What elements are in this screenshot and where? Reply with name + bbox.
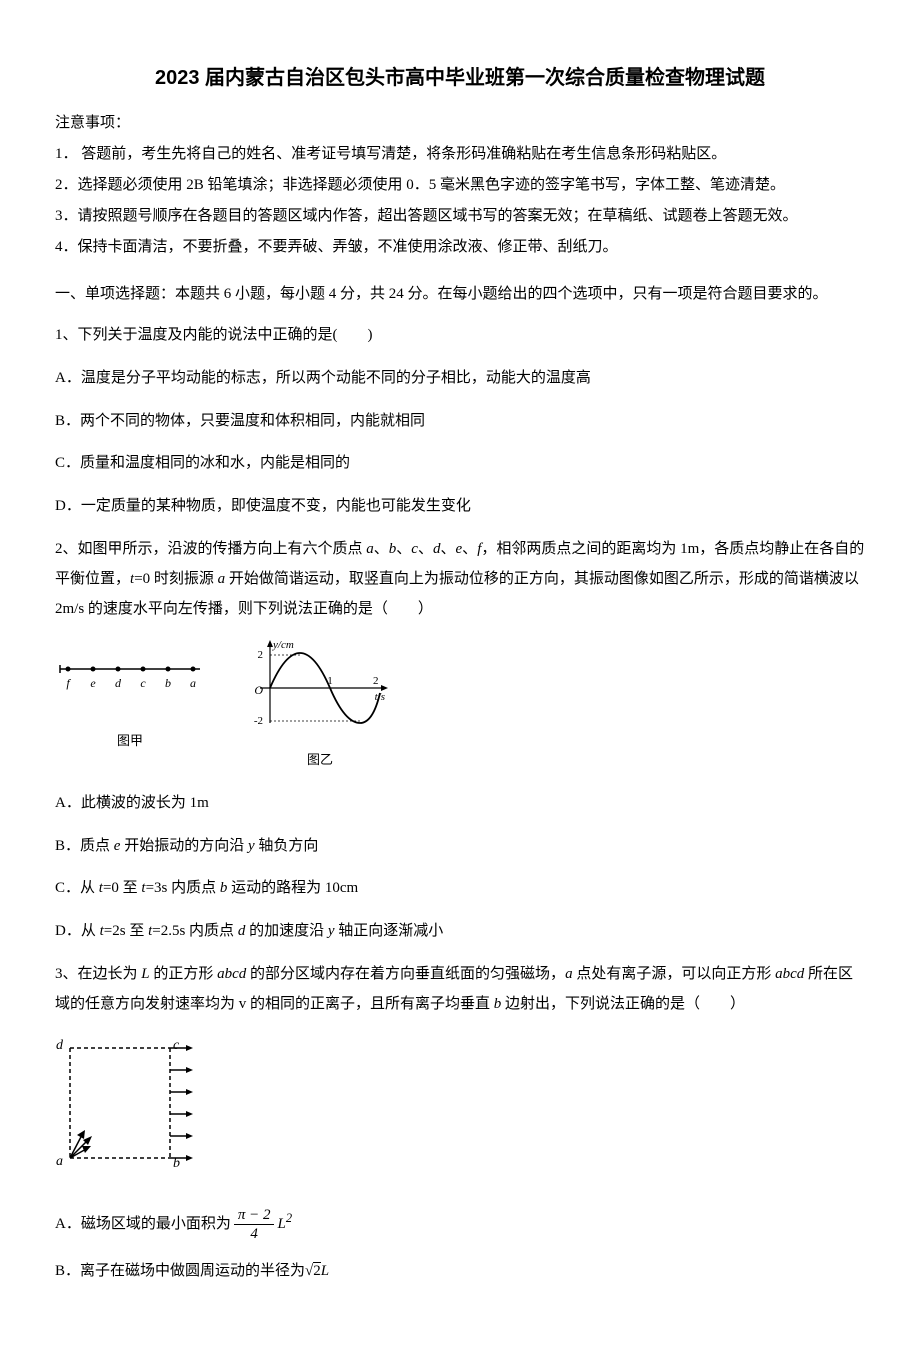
q1-B: B．两个不同的物体，只要温度和体积相同，内能就相同 — [55, 407, 865, 436]
fig-yi-label: 图乙 — [245, 748, 395, 771]
svg-text:e: e — [90, 676, 96, 690]
q2-c: c — [411, 541, 418, 557]
q2-t4: 、 — [418, 541, 433, 557]
q2-a: a — [366, 541, 374, 557]
q2-figures: f e d c b a 图甲 2 -2 1 2 — [55, 638, 865, 771]
svg-text:c: c — [140, 676, 146, 690]
q1-text: 1、下列关于温度及内能的说法中正确的是( ) — [55, 320, 865, 350]
svg-text:a: a — [190, 676, 196, 690]
fig-q3: d a c b — [55, 1033, 865, 1188]
q2-text: 2、如图甲所示，沿波的传播方向上有六个质点 a、b、c、d、e、f，相邻两质点之… — [55, 534, 865, 624]
q2-B: B．质点 e 开始振动的方向沿 y 轴负方向 — [55, 832, 865, 861]
q3-A-frac: π − 24 — [234, 1206, 275, 1243]
q1-D: D．一定质量的某种物质，即使温度不变，内能也可能发生变化 — [55, 492, 865, 521]
q2-D: D．从 t=2s 至 t=2.5s 内质点 d 的加速度沿 y 轴正向逐渐减小 — [55, 917, 865, 946]
svg-text:-2: -2 — [254, 715, 263, 727]
q2-t3: 、 — [396, 541, 411, 557]
svg-text:y/cm: y/cm — [272, 639, 294, 651]
svg-text:1: 1 — [327, 675, 333, 687]
q2-t6: 、 — [462, 541, 477, 557]
q3-text: 3、在边长为 L 的正方形 abcd 的部分区域内存在着方向垂直纸面的匀强磁场，… — [55, 959, 865, 1019]
document-title: 2023 届内蒙古自治区包头市高中毕业班第一次综合质量检查物理试题 — [55, 60, 865, 96]
q2-t1: 2、如图甲所示，沿波的传播方向上有六个质点 — [55, 541, 366, 557]
q2-t5: 、 — [440, 541, 455, 557]
notice-1: 1． 答题前，考生先将自己的姓名、准考证号填写清楚，将条形码准确粘贴在考生信息条… — [55, 141, 865, 168]
svg-text:2: 2 — [373, 675, 379, 687]
q2-t8: =0 时刻振源 — [134, 571, 217, 587]
svg-text:c: c — [173, 1038, 180, 1053]
fig-jia-label: 图甲 — [55, 729, 205, 752]
svg-text:b: b — [165, 676, 171, 690]
fig-yi: 2 -2 1 2 O y/cm t/s — [245, 638, 395, 748]
notice-header: 注意事项： — [55, 110, 865, 137]
svg-text:O: O — [254, 683, 263, 697]
q3-B-sqrt: √2 — [305, 1262, 321, 1279]
svg-text:a: a — [56, 1154, 63, 1169]
notice-3: 3．请按照题号顺序在各题目的答题区域内作答，超出答题区域书写的答案无效；在草稿纸… — [55, 203, 865, 230]
section-header: 一、单项选择题：本题共 6 小题，每小题 4 分，共 24 分。在每小题给出的四… — [55, 281, 865, 308]
fig-jia-wrap: f e d c b a 图甲 — [55, 657, 205, 752]
q3-A: A．磁场区域的最小面积为π − 24L2 — [55, 1206, 865, 1243]
svg-text:d: d — [115, 676, 122, 690]
svg-text:f: f — [66, 676, 71, 690]
notice-2: 2．选择题必须使用 2B 铅笔填涂；非选择题必须使用 0．5 毫米黑色字迹的签字… — [55, 172, 865, 199]
q2-t2: 、 — [374, 541, 389, 557]
q2-A: A．此横波的波长为 1m — [55, 789, 865, 818]
q2-C: C．从 t=0 至 t=3s 内质点 b 运动的路程为 10cm — [55, 874, 865, 903]
notice-4: 4．保持卡面清洁，不要折叠，不要弄破、弄皱，不准使用涂改液、修正带、刮纸刀。 — [55, 234, 865, 261]
svg-text:2: 2 — [258, 649, 264, 661]
fig-yi-wrap: 2 -2 1 2 O y/cm t/s 图乙 — [245, 638, 395, 771]
svg-text:t/s: t/s — [375, 691, 385, 703]
q1-A: A．温度是分子平均动能的标志，所以两个动能不同的分子相比，动能大的温度高 — [55, 364, 865, 393]
q1-C: C．质量和温度相同的冰和水，内能是相同的 — [55, 449, 865, 478]
q3-B: B．离子在磁场中做圆周运动的半径为√2L — [55, 1257, 865, 1286]
svg-text:d: d — [56, 1038, 64, 1053]
fig-jia: f e d c b a — [55, 657, 205, 727]
